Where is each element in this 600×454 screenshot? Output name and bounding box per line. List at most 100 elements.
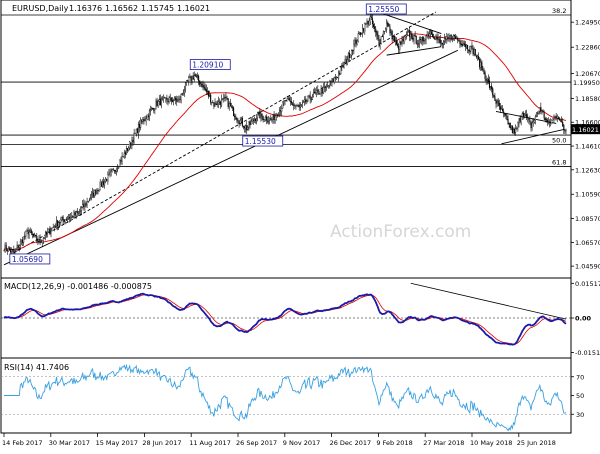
- candle-body: [284, 100, 286, 101]
- candle-body: [481, 61, 483, 71]
- candle-body: [172, 100, 175, 102]
- candle: [462, 40, 464, 47]
- candle-body: [13, 249, 15, 253]
- candle-body: [148, 110, 150, 118]
- candle: [390, 28, 392, 36]
- candle-body: [163, 97, 165, 99]
- candle: [224, 94, 226, 102]
- candle: [332, 78, 334, 83]
- candle-body: [3, 250, 5, 252]
- candle-body: [47, 231, 49, 234]
- candle-body: [229, 102, 231, 107]
- candle: [131, 136, 133, 150]
- candle: [411, 31, 413, 40]
- candle-body: [78, 211, 80, 213]
- candle-body: [380, 36, 382, 44]
- candle-body: [247, 127, 249, 130]
- candle: [233, 106, 235, 117]
- candle-body: [145, 118, 147, 121]
- candle: [450, 34, 452, 41]
- candle: [258, 111, 260, 116]
- candle: [32, 233, 35, 238]
- candle-body: [210, 94, 212, 103]
- candle: [364, 22, 366, 35]
- candle: [292, 101, 294, 106]
- candle: [456, 35, 458, 40]
- candle-body: [538, 110, 540, 114]
- candle: [322, 82, 324, 95]
- candle: [248, 121, 250, 131]
- candle: [294, 103, 296, 109]
- candle: [463, 40, 465, 47]
- candle: [4, 242, 6, 254]
- candle-body: [324, 86, 326, 88]
- candle: [365, 22, 367, 26]
- x-tick-label: 28 Jun 2017: [142, 439, 181, 447]
- candle: [132, 136, 134, 146]
- candle-body: [560, 120, 562, 122]
- candle-body: [473, 49, 475, 55]
- candle: [8, 246, 10, 251]
- candle-body: [187, 80, 189, 82]
- y-tick-label: 1.10590: [575, 191, 600, 199]
- candle: [420, 36, 422, 44]
- candle: [59, 220, 61, 228]
- price-label-text: 1.15530: [245, 137, 276, 146]
- candle: [165, 97, 167, 103]
- candle: [304, 96, 306, 106]
- candle: [453, 34, 456, 41]
- candle-body: [464, 44, 466, 48]
- candle: [328, 85, 330, 89]
- candle: [90, 191, 93, 201]
- candle-body: [465, 44, 468, 48]
- candle-body: [399, 41, 401, 50]
- x-tick-label: 27 Mar 2018: [423, 439, 464, 447]
- candle-body: [69, 217, 71, 219]
- candle: [186, 80, 188, 86]
- candle-body: [397, 44, 399, 46]
- candle-body: [323, 86, 325, 88]
- level-label-4: 61.8: [552, 159, 566, 167]
- candle-body: [406, 31, 408, 35]
- candle: [110, 168, 112, 177]
- candle-body: [222, 98, 224, 100]
- candle-body: [499, 106, 501, 110]
- candle: [144, 115, 146, 122]
- candle-body: [23, 236, 25, 243]
- candle-body: [231, 106, 234, 108]
- candle: [392, 34, 394, 41]
- candle: [359, 32, 361, 37]
- candle-body: [158, 99, 160, 102]
- candle: [16, 241, 18, 252]
- candle-body: [479, 59, 481, 68]
- candle: [204, 83, 206, 91]
- candle: [121, 152, 123, 166]
- candle-body: [537, 112, 539, 114]
- candle: [499, 103, 501, 113]
- candle: [485, 75, 487, 85]
- y-tick-label: 1.16600: [575, 119, 600, 127]
- candle: [240, 116, 242, 124]
- candle: [565, 128, 567, 135]
- price-label-text: 1.25550: [368, 5, 399, 14]
- candle-body: [333, 77, 335, 83]
- candle: [218, 98, 220, 106]
- candle-body: [348, 52, 351, 58]
- price-label-2: 1.15530: [242, 135, 284, 147]
- candle: [351, 49, 353, 60]
- candle: [26, 228, 28, 232]
- candle: [19, 238, 21, 250]
- candle-body: [170, 97, 172, 101]
- candle: [116, 167, 118, 176]
- candle: [468, 49, 470, 54]
- candle: [477, 52, 480, 61]
- candle: [529, 115, 531, 126]
- candle-body: [53, 226, 55, 228]
- candle: [465, 44, 468, 50]
- candle-body: [270, 118, 272, 120]
- candle-body: [306, 100, 308, 103]
- candle-body: [451, 38, 453, 40]
- candle-body: [217, 101, 219, 105]
- top-wedge-lower-line: [386, 46, 442, 56]
- candle-body: [467, 44, 469, 50]
